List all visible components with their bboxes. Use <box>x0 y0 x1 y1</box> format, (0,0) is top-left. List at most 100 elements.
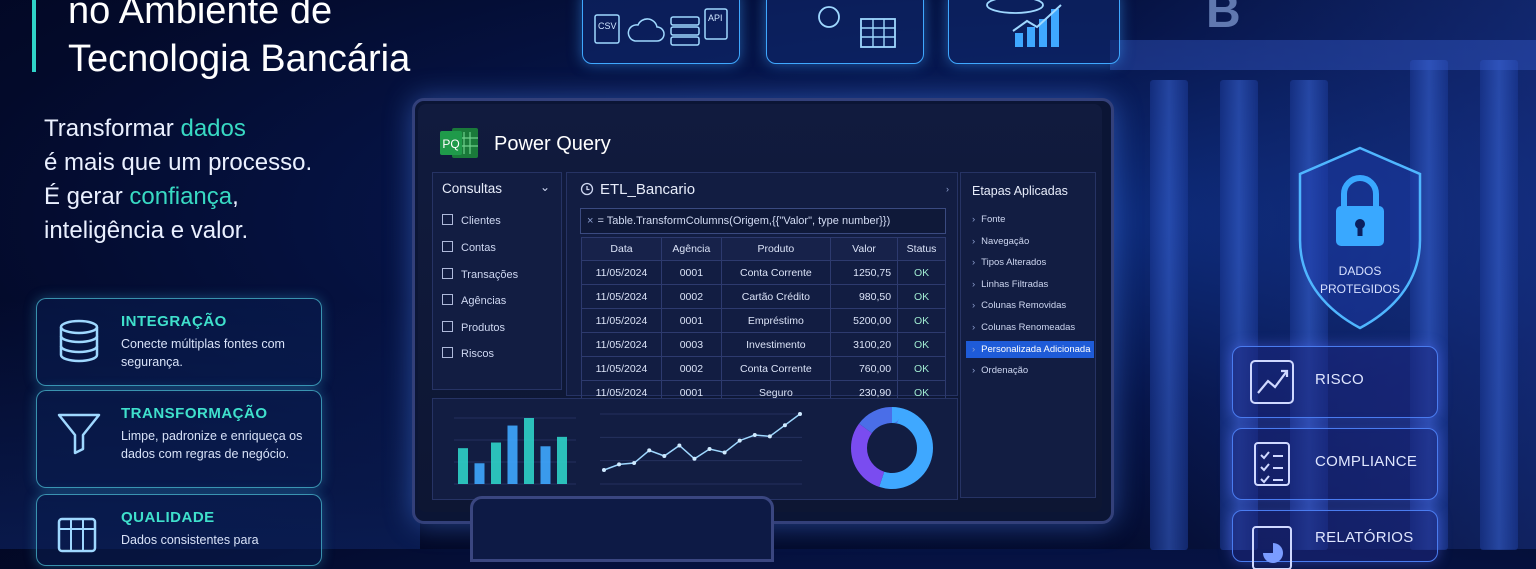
data-point <box>722 450 727 455</box>
data-point <box>707 447 712 451</box>
series-line <box>603 413 801 471</box>
data-point <box>737 438 742 443</box>
table-row[interactable]: 11/05/2024 0002 Cartão Crédito 980,50 OK <box>581 284 946 309</box>
column-header[interactable]: Produto <box>720 237 831 261</box>
card-label: RISCO <box>1315 371 1365 388</box>
card-label: COMPLIANCE <box>1315 453 1418 470</box>
app-title: Power Query <box>494 133 611 155</box>
column-header[interactable]: Data <box>581 237 662 261</box>
card-title: INTEGRAÇÃO <box>121 313 227 330</box>
column-header[interactable]: Valor <box>829 237 899 261</box>
query-item[interactable]: Riscos <box>442 347 494 360</box>
chevron-right-icon: › <box>972 300 976 311</box>
api-label: API <box>708 13 723 23</box>
bar-chart <box>454 417 576 485</box>
csv-label: CSV <box>598 21 617 31</box>
bar <box>491 442 501 484</box>
feature-card-transformacao: TRANSFORMAÇÃO Limpe, padronize e enrique… <box>36 390 322 488</box>
query-item[interactable]: Agências <box>442 294 506 307</box>
clock-icon <box>580 182 594 196</box>
shield-label-line1: DADOS <box>1338 264 1382 278</box>
donut-slice <box>851 407 933 489</box>
chevron-right-icon: › <box>972 344 976 355</box>
title-accent-bar <box>32 0 36 72</box>
data-point <box>677 443 682 448</box>
query-icon <box>442 294 453 305</box>
applied-step[interactable]: › Fonte <box>972 214 1006 225</box>
query-icon <box>442 347 453 358</box>
column-header[interactable]: Agência <box>660 237 722 261</box>
page-title-line2: Tecnologia Bancária <box>68 38 411 80</box>
data-point <box>662 454 667 458</box>
card-title: TRANSFORMAÇÃO <box>121 405 268 422</box>
shield-icon <box>1298 146 1422 330</box>
table-row[interactable]: 11/05/2024 0001 Conta Corrente 1250,75 OK <box>581 260 946 285</box>
applied-step[interactable]: › Personalizada Adicionada <box>966 341 1094 358</box>
risk-card[interactable]: RISCO <box>1232 346 1438 418</box>
applied-step[interactable]: › Linhas Filtradas <box>972 278 1049 290</box>
card-text: Conecte múltiplas fontes com segurança. <box>121 337 285 369</box>
query-icon <box>442 321 453 332</box>
chevron-right-icon: › <box>972 278 976 290</box>
table-row[interactable]: 11/05/2024 0001 Empréstimo 5200,00 OK <box>581 308 946 333</box>
data-point <box>782 423 787 428</box>
data-point <box>767 434 772 439</box>
applied-step[interactable]: › Colunas Renomeadas <box>972 321 1076 333</box>
bar <box>557 436 567 484</box>
data-point <box>632 461 637 465</box>
card-label: RELATÓRIOS <box>1315 529 1414 546</box>
chevron-right-icon: › <box>972 214 976 225</box>
chart-trend-icon <box>1250 360 1294 404</box>
data-point <box>617 462 622 467</box>
table-row[interactable]: 11/05/2024 0002 Conta Corrente 760,00 OK <box>581 356 946 381</box>
table-check-icon <box>57 517 97 553</box>
query-item[interactable]: Clientes <box>442 214 501 227</box>
chevron-right-icon: › <box>972 257 976 268</box>
bar <box>524 418 534 484</box>
queries-panel <box>432 172 562 390</box>
donut-chart <box>851 407 933 489</box>
report-icon <box>1252 526 1292 569</box>
tagline: Transformar dados é mais que um processo… <box>44 115 313 244</box>
query-item[interactable]: Produtos <box>442 321 505 334</box>
chevron-down-icon[interactable]: ⌄ <box>540 180 551 194</box>
query-icon <box>442 241 453 252</box>
funnel-icon <box>57 413 101 455</box>
gear-table-icon <box>818 6 896 48</box>
laptop-screen <box>470 496 774 562</box>
checklist-icon <box>1254 442 1290 486</box>
data-point <box>798 412 802 416</box>
query-item[interactable]: Transações <box>442 268 518 281</box>
table-row[interactable]: 11/05/2024 0003 Investimento 3100,20 OK <box>581 332 946 357</box>
donut-slice <box>851 407 933 489</box>
data-table: Data Agência Produto Valor Status 11/05/… <box>581 237 946 405</box>
bar <box>507 425 518 484</box>
data-point <box>602 468 606 472</box>
applied-step[interactable]: › Navegação <box>972 235 1030 247</box>
bar <box>540 446 551 484</box>
query-item[interactable]: Contas <box>442 241 496 254</box>
data-sources-tile: CSV API <box>582 0 740 64</box>
reports-card[interactable]: RELATÓRIOS <box>1232 510 1438 569</box>
chevron-right-icon[interactable]: › <box>946 184 949 194</box>
applied-step[interactable]: › Colunas Removidas <box>972 300 1067 311</box>
applied-step[interactable]: › Ordenação <box>972 364 1029 376</box>
feature-card-qualidade: QUALIDADE Dados consistentes para <box>36 494 322 566</box>
chevron-right-icon: › <box>972 364 976 376</box>
formula-bar[interactable]: × = Table.TransformColumns(Origem,{{"Valo… <box>580 208 946 234</box>
building-sign: B <box>1206 0 1241 38</box>
card-text: Dados consistentes para <box>121 533 259 547</box>
applied-step[interactable]: › Tipos Alterados <box>972 257 1047 268</box>
page-title-line1: no Ambiente de <box>68 0 333 32</box>
shield-label-line2: PROTEGIDOS <box>1319 282 1400 296</box>
compliance-card[interactable]: COMPLIANCE <box>1232 428 1438 500</box>
query-icon <box>442 214 453 225</box>
query-name: ETL_Bancario <box>600 181 696 198</box>
data-point <box>752 433 757 437</box>
analytics-tile <box>948 0 1120 64</box>
applied-steps-panel <box>960 172 1096 498</box>
feature-card-integracao: INTEGRAÇÃO Conecte múltiplas fontes com … <box>36 298 322 386</box>
steps-header: Etapas Aplicadas <box>972 184 1068 198</box>
formula-text: = Table.TransformColumns(Origem,{{"Valor… <box>597 215 891 227</box>
column-header[interactable]: Status <box>897 237 946 261</box>
